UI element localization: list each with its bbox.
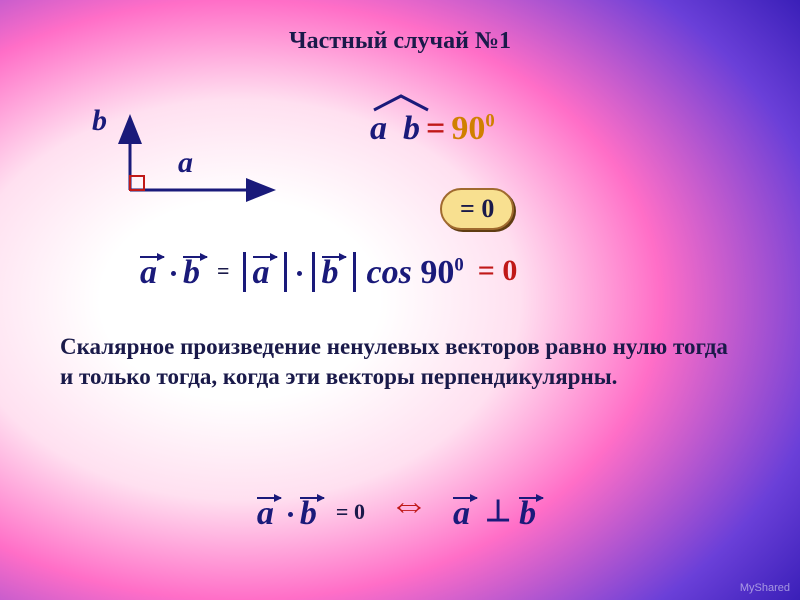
main-eq-a1: a (140, 256, 164, 292)
iff-icon: ⇔ (389, 480, 429, 533)
bottom-a2: a (453, 497, 477, 533)
abs-bar-icon (284, 252, 287, 292)
vector-b-label: b (92, 104, 107, 138)
dot-icon (288, 512, 293, 517)
angle-eq-value: 900 (451, 110, 494, 148)
watermark: MyShared (740, 582, 790, 594)
main-eq-b1: b (183, 256, 207, 292)
main-equation: a b = a b cos 900 = 0 (140, 252, 517, 292)
bottom-b2: b (519, 497, 543, 533)
abs-bar-icon (312, 252, 315, 292)
abs-bar-icon (243, 252, 246, 292)
main-eq-equals: = (211, 258, 236, 292)
bottom-a1: a (257, 497, 281, 533)
angle-eq-equals: = (426, 110, 445, 148)
main-eq-a2: a (253, 256, 277, 292)
dot-icon (297, 271, 302, 276)
abs-bar-icon (353, 252, 356, 292)
vector-axes-svg (110, 110, 310, 210)
theorem-text: Скалярное произведение ненулевых векторо… (60, 332, 740, 392)
dot-icon (171, 271, 176, 276)
angle-eq-b: b (403, 110, 420, 148)
angle-hat-icon (366, 92, 436, 112)
perp-icon: ⊥ (485, 494, 511, 533)
main-eq-cos: cos 900 (363, 254, 464, 292)
bottom-eq0: = 0 (328, 499, 365, 533)
page-title: Частный случай №1 (0, 0, 800, 55)
vector-diagram: b a (110, 110, 310, 215)
angle-eq-a: a (370, 110, 387, 148)
main-eq-b2: b (322, 256, 346, 292)
bottom-equation: a b = 0 ⇔ a ⊥ b (0, 480, 800, 533)
angle-equation: a b = 900 (370, 110, 495, 148)
main-eq-result: = 0 (468, 254, 518, 292)
bottom-b1: b (300, 497, 324, 533)
vector-a-label: a (178, 146, 193, 180)
zero-badge: = 0 (440, 188, 514, 230)
title-text: Частный случай №1 (289, 28, 511, 54)
